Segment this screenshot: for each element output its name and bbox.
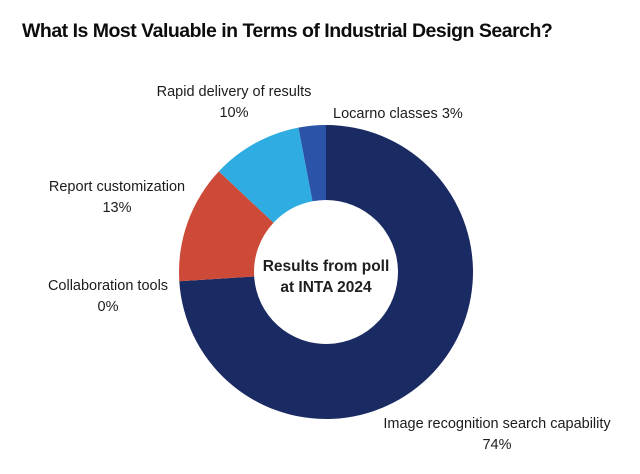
label-locarno-classes-pct: 3% xyxy=(441,106,463,122)
label-report-customization-pct: 13% xyxy=(102,200,132,216)
label-rapid-delivery-pct: 10% xyxy=(219,105,249,121)
slice-rapid-delivery-of-results xyxy=(218,127,313,223)
label-locarno-classes-text: Locarno classes xyxy=(333,106,438,122)
label-collaboration-tools-pct: 0% xyxy=(97,299,119,315)
label-collaboration-tools: Collaboration tools 0% xyxy=(48,276,168,318)
slice-image-recognition-search-capability xyxy=(179,125,473,419)
label-rapid-delivery-text: Rapid delivery of results xyxy=(156,84,312,100)
slice-report-customization xyxy=(178,171,274,282)
donut-center-label: Results from poll at INTA 2024 xyxy=(263,256,390,298)
label-image-recognition-pct: 74% xyxy=(482,437,512,453)
label-report-customization-text: Report customization xyxy=(48,179,186,195)
slice-locarno-classes xyxy=(298,125,326,202)
label-rapid-delivery: Rapid delivery of results 10% xyxy=(157,82,312,124)
donut-center-label-line1: Results from poll xyxy=(262,258,390,275)
donut-center-label-line2: at INTA 2024 xyxy=(280,279,372,296)
label-image-recognition-text: Image recognition search capability xyxy=(383,416,611,432)
label-report-customization: Report customization 13% xyxy=(49,177,185,219)
chart-title: What Is Most Valuable in Terms of Indust… xyxy=(22,20,553,42)
label-locarno-classes: Locarno classes 3% xyxy=(333,104,463,125)
label-image-recognition: Image recognition search capability 74% xyxy=(383,414,610,456)
label-collaboration-tools-text: Collaboration tools xyxy=(47,278,169,294)
donut-chart xyxy=(178,125,473,419)
